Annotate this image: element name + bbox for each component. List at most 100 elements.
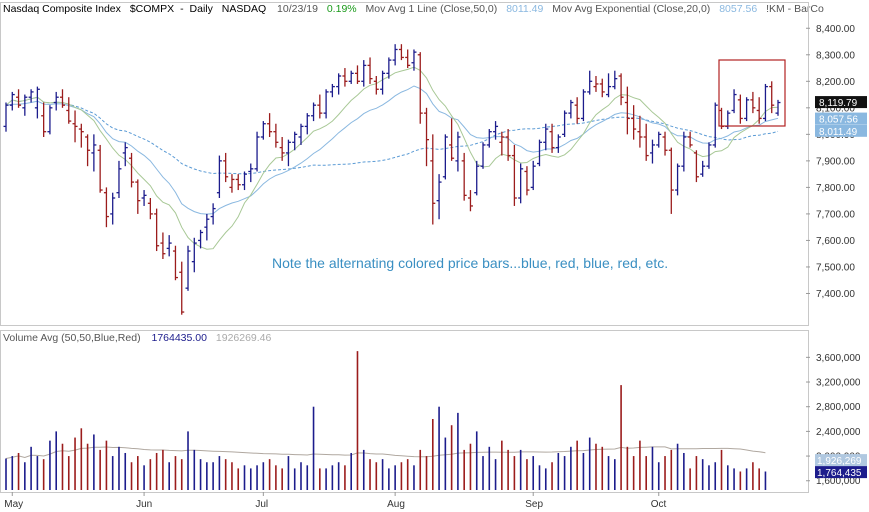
price-bar [731,89,737,114]
price-bar [72,110,78,143]
volume-avg-line [5,446,766,459]
x-tick-label: Jul [255,499,268,510]
volume-tick-label: 2,800,000 [816,402,861,413]
price-bar [229,174,235,193]
price-bar [624,86,630,135]
price-bar [273,123,279,148]
price-bar [53,91,59,111]
price-bar [580,89,586,122]
price-bar [612,70,618,90]
price-bar [769,81,775,114]
price-bar [267,113,273,137]
chart-date: 10/23/19 [277,3,318,15]
price-bar [254,131,260,172]
price-pane-frame [0,2,809,326]
price-tick-label: 7,900.00 [816,156,855,167]
price-bar [317,94,323,119]
price-bar [536,139,542,167]
price-bar [386,57,392,79]
volume-tick-label: 3,200,000 [816,378,861,389]
price-bar [34,86,40,119]
volume-bars [5,351,767,490]
x-tick-label: May [4,499,23,510]
price-bar [373,76,379,95]
price-bar [436,174,442,220]
ma2-value: 8057.56 [719,3,757,15]
x-tick-label: Sep [525,499,543,510]
price-bar [204,213,210,241]
volume-tick-label: 3,600,000 [816,353,861,364]
price-bar [110,192,116,225]
volume-header: Volume Avg (50,50,Blue,Red) 1764435.00 1… [3,332,272,344]
price-bar [361,60,367,87]
highlight-box [718,59,786,127]
price-bar [524,166,530,196]
index-name: Nasdaq Composite Index [3,3,122,15]
chart-period: Daily [190,3,214,15]
volume-tick-label: 2,400,000 [816,427,861,438]
price-bar [342,68,348,87]
price-bar [756,97,762,124]
price-bar [41,102,47,137]
price-bar [191,237,197,273]
price-bar [91,134,97,172]
price-bar [242,171,248,191]
price-tick-label: 7,700.00 [816,209,855,220]
volume-label-box [815,466,867,479]
price-bar [59,89,65,108]
price-bar [354,65,360,84]
price-bar [762,83,768,122]
price-bar [28,89,34,103]
price-bar [593,76,599,92]
volume-label-box [815,454,867,467]
price-bar [568,99,574,119]
price-bar [505,129,511,161]
price-bar [66,97,72,124]
price-bar [216,155,222,198]
price-bar [141,190,147,206]
price-bar [260,121,266,140]
exchange: NASDAQ [222,3,266,15]
price-bar [712,102,718,148]
price-bar [618,73,624,106]
price-bar [392,44,398,66]
price-bar [329,83,335,98]
price-bar [549,123,555,153]
price-tick-label: 8,300.00 [816,50,855,61]
price-bar [223,152,229,183]
price-tick-label: 7,400.00 [816,289,855,300]
index-symbol: $COMPX [130,3,174,15]
price-bar [323,89,329,119]
price-bar [279,137,285,161]
price-tick-label: 8,100.00 [816,103,855,114]
price-bar [210,203,216,225]
price-bar [737,94,743,124]
price-bar [47,105,53,135]
price-bar [700,160,706,177]
x-tick-label: Aug [387,499,405,510]
price-label-box [815,124,867,137]
price-bar [424,107,430,167]
price-bar [474,160,480,196]
volume-pane-frame [0,330,809,493]
price-bar [292,131,298,151]
price-bar [555,134,561,153]
price-bar [662,131,668,156]
change-pct: 0.19% [327,3,357,15]
price-bar [486,129,492,148]
price-bar [750,91,756,114]
price-bar [693,150,699,183]
price-bar [430,134,436,225]
price-bar [467,190,473,212]
moving-averages [5,66,779,459]
price-label-box [815,96,867,109]
extra-label: !KM - BarCo [766,3,824,15]
ma1-value: 8011.49 [506,3,543,15]
price-bar [744,97,750,122]
price-bar [85,134,91,167]
price-bar [248,163,254,183]
price-label-box [815,112,867,125]
price-bar [304,113,310,135]
annotation-note: Note the alternating colored price bars.… [272,255,668,271]
